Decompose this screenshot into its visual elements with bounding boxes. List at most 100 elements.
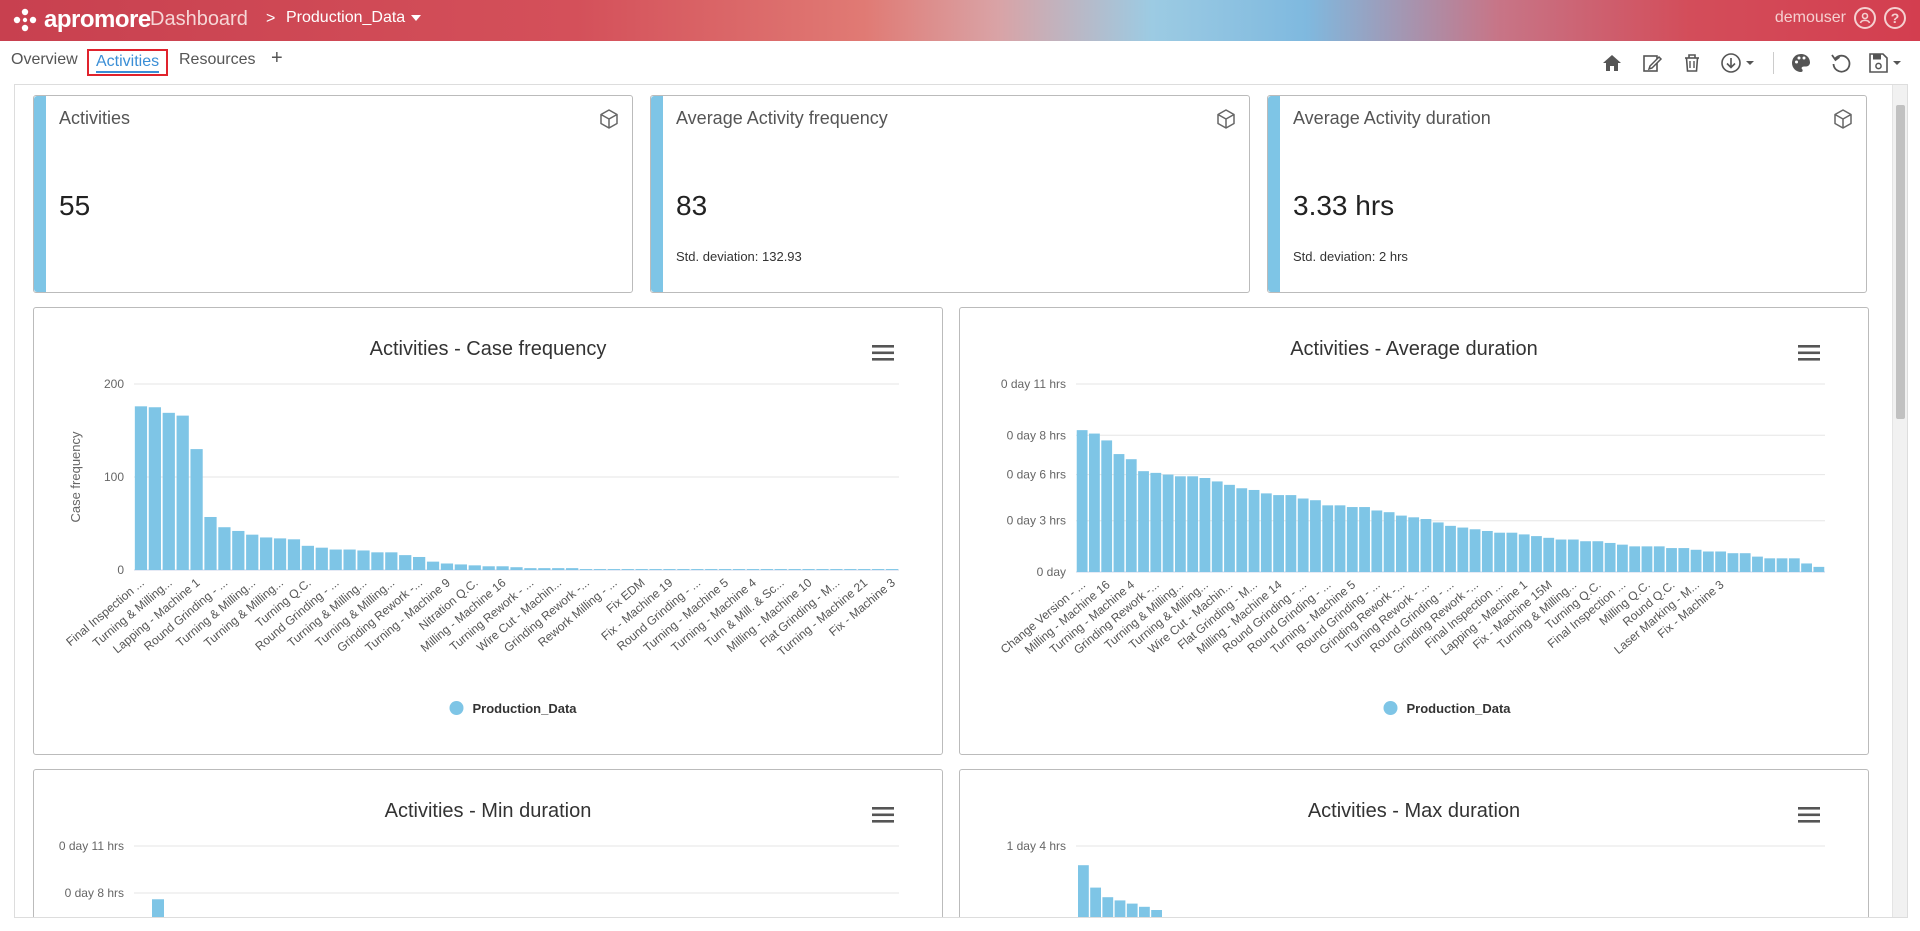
hamburger-menu-icon[interactable]	[1798, 344, 1820, 362]
bar[interactable]	[1543, 537, 1555, 572]
bar[interactable]	[788, 569, 801, 570]
bar[interactable]	[1629, 546, 1641, 572]
bar[interactable]	[1616, 544, 1628, 572]
bar[interactable]	[1518, 534, 1530, 572]
bar[interactable]	[1371, 510, 1383, 572]
bar[interactable]	[1139, 906, 1150, 918]
bar[interactable]	[1090, 887, 1101, 918]
bar[interactable]	[1150, 472, 1162, 572]
bar[interactable]	[232, 530, 245, 570]
bar[interactable]	[1555, 539, 1567, 572]
bar[interactable]	[579, 569, 593, 570]
bar[interactable]	[1727, 553, 1739, 572]
bar[interactable]	[1334, 505, 1346, 572]
bar[interactable]	[301, 545, 314, 570]
bar[interactable]	[705, 569, 718, 570]
vertical-scrollbar[interactable]	[1892, 85, 1907, 917]
bar[interactable]	[440, 563, 454, 570]
bar[interactable]	[1690, 549, 1702, 572]
bar[interactable]	[1776, 558, 1788, 572]
bar[interactable]	[134, 406, 148, 570]
bar[interactable]	[1420, 519, 1432, 572]
bar[interactable]	[468, 565, 481, 570]
bar[interactable]	[885, 569, 899, 570]
bar[interactable]	[1174, 476, 1186, 572]
edit-icon[interactable]	[1639, 50, 1665, 76]
bar[interactable]	[621, 569, 634, 570]
legend-marker[interactable]	[449, 701, 464, 715]
bar[interactable]	[454, 564, 467, 570]
bar[interactable]	[1248, 489, 1260, 572]
bar[interactable]	[1531, 536, 1542, 572]
bar[interactable]	[607, 569, 620, 570]
bar[interactable]	[1224, 484, 1235, 572]
bar[interactable]	[1788, 558, 1800, 572]
apromore-logo[interactable]: apromore	[12, 6, 151, 34]
tab-activities[interactable]: Activities	[87, 49, 169, 76]
bar[interactable]	[399, 555, 412, 570]
bar[interactable]	[830, 569, 843, 570]
bar[interactable]	[1506, 532, 1518, 572]
home-icon[interactable]	[1599, 50, 1625, 76]
bar[interactable]	[1297, 498, 1309, 572]
bar[interactable]	[1715, 551, 1727, 572]
bar[interactable]	[774, 569, 787, 570]
bar[interactable]	[1138, 471, 1149, 572]
bar[interactable]	[1801, 563, 1812, 572]
bar[interactable]	[1432, 522, 1444, 572]
bar[interactable]	[552, 568, 565, 570]
bar[interactable]	[1592, 541, 1604, 572]
trash-icon[interactable]	[1679, 50, 1705, 76]
cube-icon[interactable]	[1215, 108, 1237, 130]
bar[interactable]	[1273, 495, 1285, 572]
bar[interactable]	[190, 449, 203, 570]
bar[interactable]	[802, 569, 815, 570]
bar[interactable]	[1162, 474, 1174, 572]
bar[interactable]	[538, 568, 551, 570]
bar[interactable]	[1187, 476, 1199, 572]
bar[interactable]	[162, 412, 175, 570]
bar[interactable]	[1101, 440, 1113, 572]
palette-icon[interactable]	[1788, 50, 1814, 76]
bar[interactable]	[176, 415, 189, 570]
hamburger-menu-icon[interactable]	[1798, 806, 1820, 824]
bar[interactable]	[1236, 488, 1248, 572]
bar[interactable]	[1469, 529, 1481, 572]
bar[interactable]	[1457, 527, 1469, 572]
bar[interactable]	[872, 569, 885, 570]
scrollbar-thumb[interactable]	[1896, 105, 1905, 419]
bar[interactable]	[246, 534, 259, 570]
bar[interactable]	[649, 569, 662, 570]
user-account-icon[interactable]	[1854, 7, 1876, 29]
bar[interactable]	[1089, 433, 1100, 572]
bar[interactable]	[385, 552, 398, 570]
save-icon[interactable]	[1868, 50, 1904, 76]
help-icon[interactable]: ?	[1884, 7, 1906, 29]
bar[interactable]	[204, 516, 217, 570]
bar[interactable]	[1653, 546, 1665, 572]
bar[interactable]	[1813, 566, 1825, 572]
cube-icon[interactable]	[598, 108, 620, 130]
bar[interactable]	[273, 538, 287, 570]
log-selector[interactable]: Production_Data	[286, 9, 422, 27]
bar[interactable]	[1383, 512, 1395, 572]
bar[interactable]	[482, 566, 495, 570]
legend-label[interactable]: Production_Data	[1407, 701, 1512, 716]
bar[interactable]	[357, 550, 370, 570]
bar[interactable]	[1739, 553, 1751, 572]
bar[interactable]	[1102, 897, 1114, 918]
hamburger-menu-icon[interactable]	[872, 806, 894, 824]
bar[interactable]	[1395, 515, 1407, 572]
bar[interactable]	[566, 568, 579, 570]
bar[interactable]	[1567, 539, 1579, 572]
bar[interactable]	[663, 569, 676, 570]
bar[interactable]	[1076, 430, 1088, 572]
bar[interactable]	[426, 561, 440, 570]
bar[interactable]	[1113, 454, 1125, 572]
bar[interactable]	[371, 552, 384, 570]
bar[interactable]	[1678, 548, 1690, 572]
bar[interactable]	[1126, 903, 1138, 918]
bar[interactable]	[218, 527, 231, 570]
bar[interactable]	[677, 569, 690, 570]
bar[interactable]	[635, 569, 648, 570]
